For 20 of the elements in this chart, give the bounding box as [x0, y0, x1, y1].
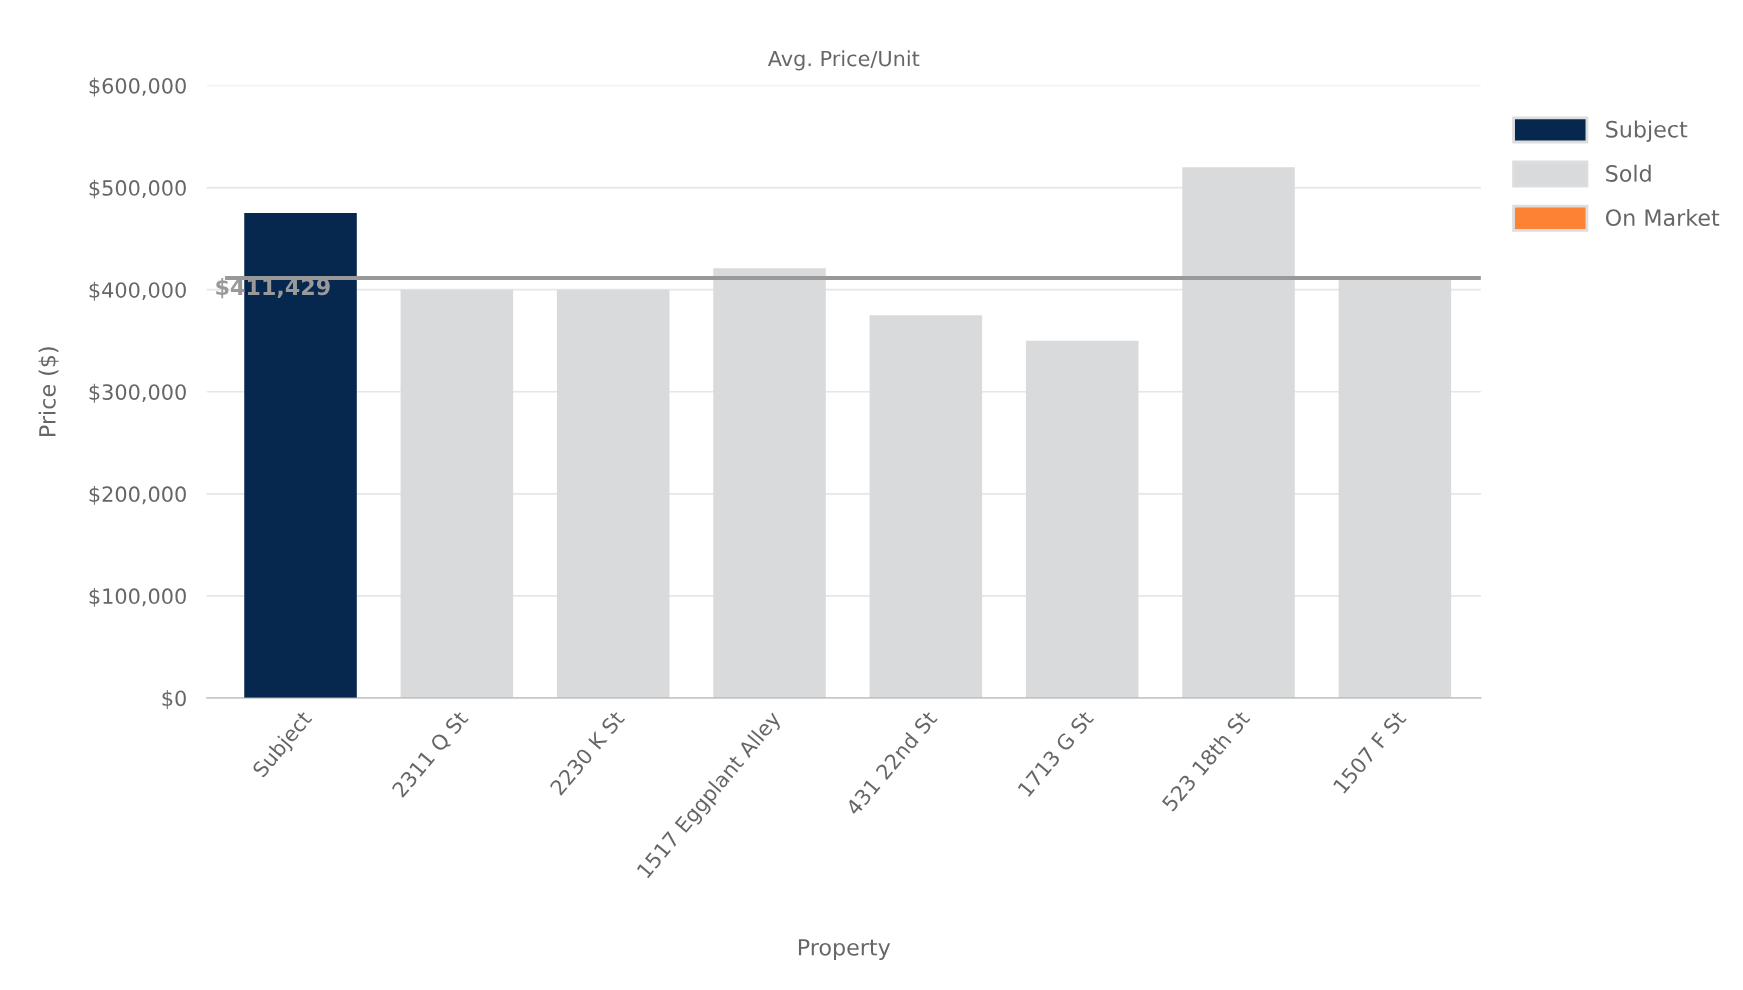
y-tick-label: $100,000 — [89, 587, 186, 607]
y-tick-label: $500,000 — [89, 179, 186, 199]
legend-label: Sold — [1606, 164, 1651, 182]
legend-label: On Market — [1605, 208, 1720, 227]
bar — [713, 268, 826, 698]
legend-label: Subject — [1606, 120, 1688, 142]
bar — [1025, 340, 1139, 698]
y-tick-label: $300,000 — [89, 383, 186, 403]
y-axis-title: Price ($) — [38, 347, 59, 436]
y-tick-label: $400,000 — [89, 281, 186, 301]
x-axis-title: Property — [798, 939, 891, 960]
chart-title: Avg. Price/Unit — [767, 50, 920, 71]
bar — [1182, 167, 1295, 698]
bar — [556, 289, 670, 698]
bar — [869, 315, 983, 698]
y-tick-label: $200,000 — [89, 485, 186, 505]
bar — [400, 289, 514, 698]
bar — [1338, 279, 1452, 698]
y-tick-label: $0 — [162, 690, 186, 709]
y-tick-label: $600,000 — [89, 77, 186, 97]
